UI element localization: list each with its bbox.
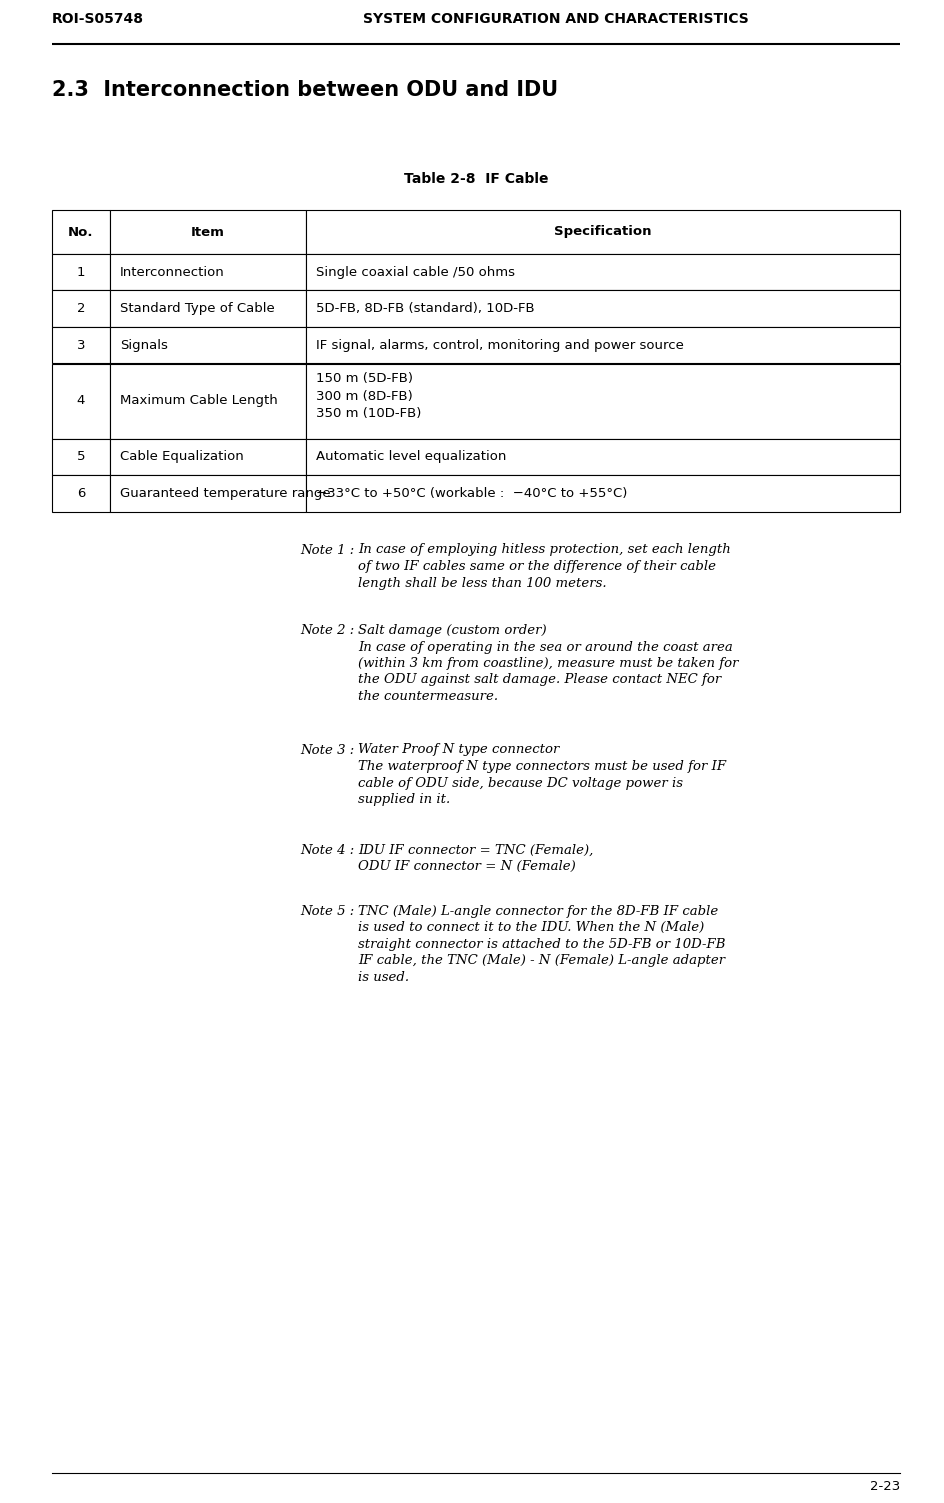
Text: Signals: Signals (120, 338, 167, 352)
Text: 6: 6 (76, 487, 85, 500)
Text: 2: 2 (76, 302, 85, 316)
Bar (306, 254, 899, 290)
Text: Salt damage (custom order)
In case of operating in the sea or around the coast a: Salt damage (custom order) In case of op… (358, 624, 737, 703)
Text: Note 4 :: Note 4 : (299, 843, 354, 857)
Bar (306, 364, 899, 439)
Text: 3: 3 (76, 338, 85, 352)
Text: 2.3  Interconnection between ODU and IDU: 2.3 Interconnection between ODU and IDU (52, 80, 558, 101)
Text: 1: 1 (76, 266, 85, 278)
Bar (110, 290, 306, 328)
Text: TNC (Male) L-angle connector for the 8D-FB IF cable
is used to connect it to the: TNC (Male) L-angle connector for the 8D-… (358, 905, 725, 983)
Text: Table 2-8  IF Cable: Table 2-8 IF Cable (403, 171, 548, 186)
Bar (52, 210, 110, 254)
Text: IF signal, alarms, control, monitoring and power source: IF signal, alarms, control, monitoring a… (316, 338, 683, 352)
Text: 5D-FB, 8D-FB (standard), 10D-FB: 5D-FB, 8D-FB (standard), 10D-FB (316, 302, 534, 316)
Text: Note 2 :: Note 2 : (299, 624, 354, 637)
Text: 5: 5 (76, 451, 85, 463)
Text: SYSTEM CONFIGURATION AND CHARACTERISTICS: SYSTEM CONFIGURATION AND CHARACTERISTICS (362, 12, 748, 26)
Bar (306, 439, 899, 475)
Text: In case of employing hitless protection, set each length
of two IF cables same o: In case of employing hitless protection,… (358, 544, 730, 589)
Text: Maximum Cable Length: Maximum Cable Length (120, 394, 278, 407)
Text: Standard Type of Cable: Standard Type of Cable (120, 302, 274, 316)
Text: Cable Equalization: Cable Equalization (120, 451, 244, 463)
Text: Single coaxial cable /50 ohms: Single coaxial cable /50 ohms (316, 266, 514, 278)
Text: Interconnection: Interconnection (120, 266, 224, 278)
Text: −33°C to +50°C (workable :  −40°C to +55°C): −33°C to +50°C (workable : −40°C to +55°… (316, 487, 627, 500)
Text: IDU IF connector = TNC (Female),
ODU IF connector = N (Female): IDU IF connector = TNC (Female), ODU IF … (358, 843, 593, 873)
Text: Note 5 :: Note 5 : (299, 905, 354, 917)
Text: Guaranteed temperature range: Guaranteed temperature range (120, 487, 330, 500)
Bar (52, 254, 110, 290)
Bar (110, 475, 306, 511)
Text: 150 m (5D-FB)
300 m (8D-FB)
350 m (10D-FB): 150 m (5D-FB) 300 m (8D-FB) 350 m (10D-F… (316, 373, 421, 421)
Bar (306, 210, 899, 254)
Bar (110, 364, 306, 439)
Bar (52, 439, 110, 475)
Bar (52, 475, 110, 511)
Bar (52, 290, 110, 328)
Text: Water Proof N type connector
The waterproof N type connectors must be used for I: Water Proof N type connector The waterpr… (358, 744, 725, 806)
Bar (306, 328, 899, 364)
Text: No.: No. (68, 225, 93, 239)
Bar (306, 290, 899, 328)
Bar (110, 439, 306, 475)
Bar (110, 210, 306, 254)
Bar (52, 364, 110, 439)
Text: ROI-S05748: ROI-S05748 (52, 12, 143, 26)
Text: Specification: Specification (554, 225, 651, 239)
Text: Automatic level equalization: Automatic level equalization (316, 451, 506, 463)
Text: 4: 4 (76, 394, 85, 407)
Bar (110, 328, 306, 364)
Text: Item: Item (191, 225, 225, 239)
Text: Note 1 :: Note 1 : (299, 544, 354, 556)
Bar (110, 254, 306, 290)
Text: 2-23: 2-23 (868, 1480, 899, 1492)
Bar (52, 328, 110, 364)
Bar (306, 475, 899, 511)
Text: Note 3 :: Note 3 : (299, 744, 354, 756)
